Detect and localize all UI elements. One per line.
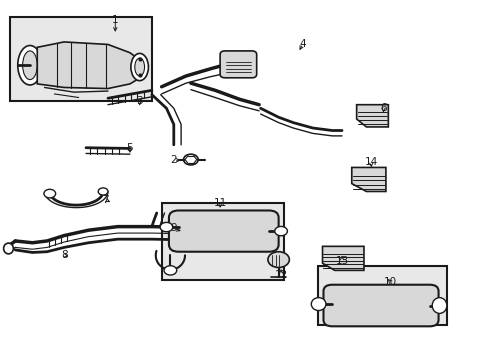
Text: 1: 1 (112, 15, 119, 26)
Text: 11: 11 (213, 198, 226, 208)
Text: 2: 2 (170, 155, 177, 165)
Ellipse shape (183, 154, 198, 165)
Polygon shape (356, 105, 387, 127)
Ellipse shape (431, 298, 446, 314)
Text: 13: 13 (335, 256, 348, 266)
Ellipse shape (163, 266, 176, 275)
Ellipse shape (3, 243, 13, 254)
Ellipse shape (22, 51, 37, 80)
Text: 4: 4 (299, 39, 305, 49)
Ellipse shape (18, 45, 42, 85)
FancyBboxPatch shape (323, 285, 438, 326)
Bar (10, 17, 152, 101)
Ellipse shape (135, 58, 144, 76)
Text: 8: 8 (61, 250, 67, 260)
FancyBboxPatch shape (168, 211, 278, 252)
Bar (161, 203, 283, 280)
Ellipse shape (98, 188, 108, 195)
Text: 7: 7 (102, 195, 109, 205)
Polygon shape (351, 167, 385, 192)
Text: 14: 14 (364, 157, 377, 167)
Text: 3: 3 (136, 96, 142, 106)
Polygon shape (37, 42, 137, 89)
Ellipse shape (44, 189, 56, 198)
Text: 10: 10 (384, 277, 397, 287)
Ellipse shape (131, 53, 148, 81)
Text: 12: 12 (274, 270, 287, 280)
Ellipse shape (267, 252, 289, 267)
Bar (317, 266, 446, 325)
Ellipse shape (160, 222, 172, 232)
Ellipse shape (274, 226, 287, 236)
Text: 9: 9 (170, 224, 177, 233)
Text: 6: 6 (379, 103, 386, 113)
FancyBboxPatch shape (220, 51, 256, 78)
Text: 5: 5 (126, 143, 133, 153)
Polygon shape (322, 246, 363, 270)
Ellipse shape (311, 298, 325, 311)
